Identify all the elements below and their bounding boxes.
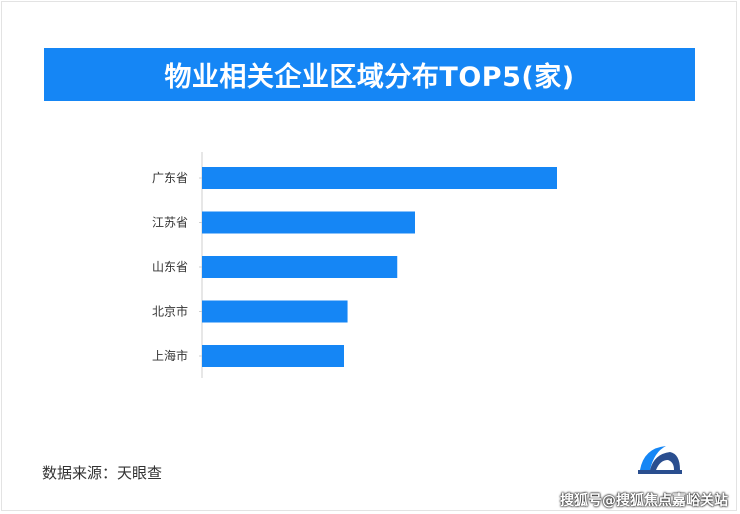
category-label-1: 江苏省 xyxy=(152,216,188,230)
bar-2 xyxy=(202,256,398,278)
chart-title: 物业相关企业区域分布TOP5(家) xyxy=(164,62,575,93)
category-label-4: 上海市 xyxy=(152,348,188,363)
tianyancha-logo-icon xyxy=(638,446,682,474)
bar-1 xyxy=(202,211,415,234)
bar-0 xyxy=(202,167,557,189)
watermark-text: 搜狐号@搜狐焦点嘉峪关站 xyxy=(560,493,728,509)
category-label-2: 山东省 xyxy=(152,260,188,274)
category-label-3: 北京市 xyxy=(152,304,188,319)
chart-title-banner: 物业相关企业区域分布TOP5(家) xyxy=(44,48,695,101)
bar-3 xyxy=(202,300,348,323)
data-source-note: 数据来源：天眼查 xyxy=(42,464,163,482)
bar-4 xyxy=(202,345,344,367)
category-label-0: 广东省 xyxy=(152,171,188,185)
